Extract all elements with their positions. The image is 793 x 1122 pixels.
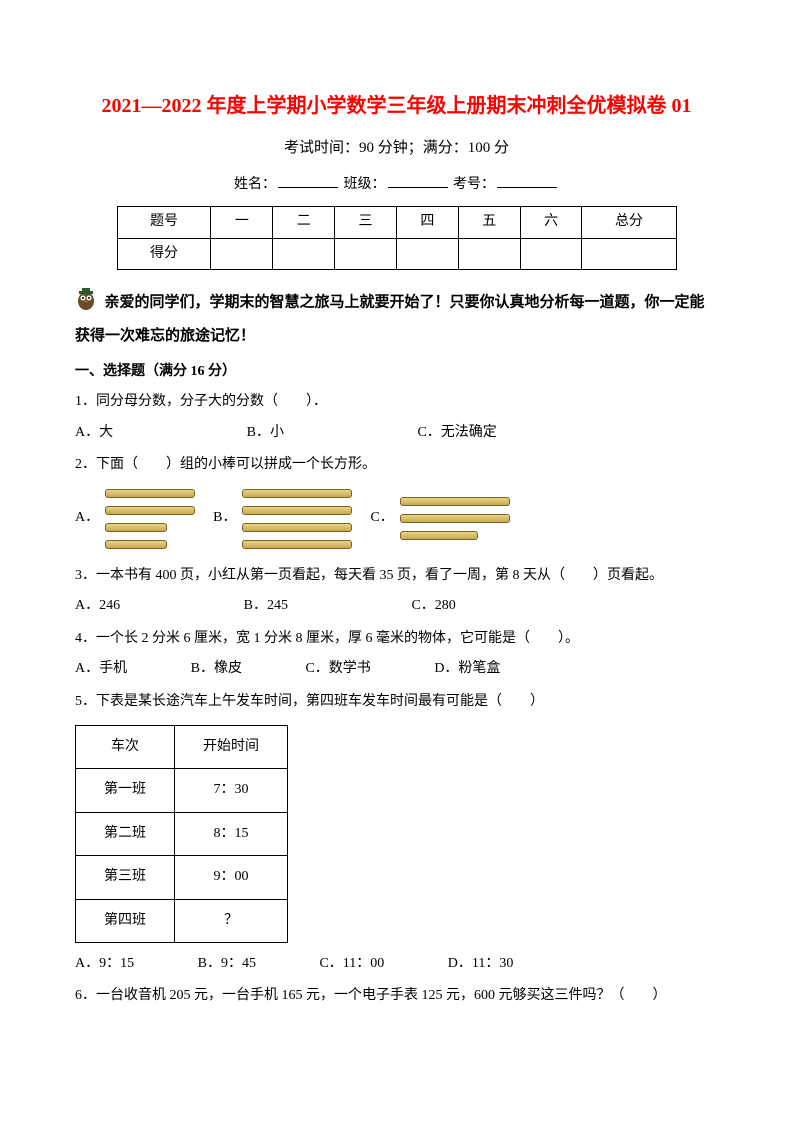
name-blank [278,187,338,188]
name-label: 姓名： [234,177,276,192]
q5-opt-c: C．11：00 [319,953,384,975]
bus-header: 车次 [76,726,175,769]
score-cell [582,238,676,269]
examno-blank [497,187,557,188]
stick [105,489,195,498]
bus-cell: 7：30 [175,769,288,812]
q5-opt-b: B．9：45 [198,953,256,975]
score-header: 五 [458,207,520,238]
owl-icon [75,286,97,320]
stick [242,489,352,498]
q5-text: 5．下表是某长途汽车上午发车时间，第四班车发车时间最有可能是（ ） [75,689,718,716]
stick-group-b [242,489,352,549]
bus-cell: 第四班 [76,899,175,942]
examno-label: 考号： [453,177,495,192]
score-cell [520,238,582,269]
q1-text: 1．同分母分数，分子大的分数（ ）． [75,389,718,416]
stick [400,514,510,523]
bus-header: 开始时间 [175,726,288,769]
bus-cell: 8：15 [175,812,288,855]
score-header: 一 [211,207,273,238]
q1-opt-c: C．无法确定 [417,422,496,444]
stick-group-a [105,489,195,549]
bus-cell: 第一班 [76,769,175,812]
bus-cell: ？ [175,899,288,942]
stick [105,540,167,549]
score-cell [396,238,458,269]
stick [400,497,510,506]
bus-cell: 第三班 [76,856,175,899]
q3-opt-a: A．246 [75,595,120,617]
score-cell [211,238,273,269]
exam-subtitle: 考试时间：90 分钟；满分：100 分 [75,136,718,160]
score-header: 二 [273,207,335,238]
q2-opt-c-label: C． [370,507,393,529]
score-header: 四 [396,207,458,238]
q6-text: 6．一台收音机 205 元，一台手机 165 元，一个电子手表 125 元，60… [75,983,718,1010]
q3-opt-c: C．280 [411,595,455,617]
stick [242,540,352,549]
q2-group-a: A． [75,489,195,549]
q3-text: 3．一本书有 400 页，小红从第一页看起，每天看 35 页，看了一周，第 8 … [75,563,718,590]
student-info-line: 姓名： 班级： 考号： [75,174,718,196]
stick [400,531,478,540]
bus-cell: 第二班 [76,812,175,855]
page-title: 2021—2022 年度上学期小学数学三年级上册期末冲刺全优模拟卷 01 [75,90,718,122]
score-header: 三 [335,207,397,238]
score-row-label: 得分 [117,238,211,269]
stick [242,506,352,515]
score-header: 题号 [117,207,211,238]
stick [105,523,167,532]
bus-cell: 9：00 [175,856,288,899]
score-header: 总分 [582,207,676,238]
q4-options: A．手机 B．橡皮 C．数学书 D．粉笔盒 [75,658,718,680]
q5-options: A．9：15 B．9：45 C．11：00 D．11：30 [75,953,718,975]
score-table: 题号 一 二 三 四 五 六 总分 得分 [117,206,677,270]
score-header: 六 [520,207,582,238]
score-cell [458,238,520,269]
section-1-header: 一、选择题（满分 16 分） [75,361,718,383]
intro-text: 亲爱的同学们，学期末的智慧之旅马上就要开始了！只要你认真地分析每一道题，你一定能… [75,295,705,344]
stick [242,523,352,532]
q2-sticks-row: A． B． C． [75,489,718,549]
class-label: 班级： [344,177,386,192]
q1-opt-b: B．小 [247,422,284,444]
q5-opt-d: D．11：30 [448,953,514,975]
intro-paragraph: 亲爱的同学们，学期末的智慧之旅马上就要开始了！只要你认真地分析每一道题，你一定能… [75,286,718,350]
q2-text: 2．下面（ ）组的小棒可以拼成一个长方形。 [75,452,718,479]
q3-opt-b: B．245 [244,595,288,617]
q4-text: 4．一个长 2 分米 6 厘米，宽 1 分米 8 厘米，厚 6 毫米的物体，它可… [75,626,718,653]
q4-opt-c: C．数学书 [305,658,370,680]
q4-opt-b: B．橡皮 [191,658,242,680]
q1-options: A．大 B．小 C．无法确定 [75,422,718,444]
stick-group-c [400,497,510,540]
score-cell [335,238,397,269]
q4-opt-d: D．粉笔盒 [434,658,500,680]
score-cell [273,238,335,269]
q5-opt-a: A．9：15 [75,953,134,975]
q2-opt-b-label: B． [213,507,236,529]
bus-schedule-table: 车次 开始时间 第一班 7：30 第二班 8：15 第三班 9：00 第四班 ？ [75,725,288,943]
q2-opt-a-label: A． [75,507,99,529]
q2-group-c: C． [370,497,509,540]
class-blank [388,187,448,188]
q1-opt-a: A．大 [75,422,113,444]
q3-options: A．246 B．245 C．280 [75,595,718,617]
q4-opt-a: A．手机 [75,658,127,680]
stick [105,506,195,515]
q2-group-b: B． [213,489,352,549]
